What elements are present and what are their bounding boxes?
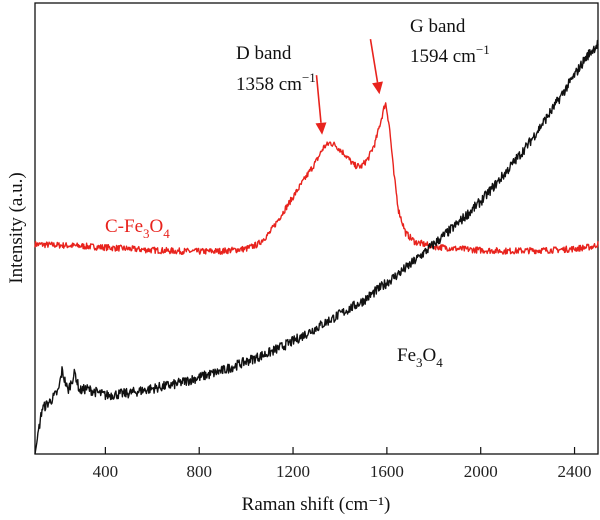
series-label-fe3o4: Fe3O4	[397, 345, 443, 370]
annotation-arrow-shaft	[315, 75, 322, 123]
plot-frame	[34, 2, 599, 455]
y-axis-title: Intensity (a.u.)	[6, 172, 27, 283]
d-band-value: 1358 cm−1	[236, 70, 316, 95]
x-tick-label: 2400	[558, 462, 592, 481]
x-tick-label: 400	[93, 462, 119, 481]
x-tick-label: 800	[186, 462, 212, 481]
annotation-layer	[315, 38, 383, 135]
x-tick-label: 2000	[464, 462, 498, 481]
g-band-value: 1594 cm−1	[410, 42, 490, 67]
d-band-label: D band	[236, 43, 292, 64]
x-axis-title: Raman shift (cm⁻¹)	[242, 494, 391, 515]
annotation-arrow-head	[315, 122, 327, 135]
series-line-c-fe3o4	[34, 102, 599, 255]
series-label-c-fe3o4: C-Fe3O4	[105, 216, 170, 241]
annotation-arrow-shaft	[369, 38, 379, 83]
series-line-fe3o4	[34, 39, 599, 455]
annotation-arrow-head	[372, 81, 383, 95]
g-band-label: G band	[410, 16, 466, 37]
x-axis-ticks: 400 800 1200 1600 2000 2400	[93, 447, 592, 481]
x-tick-label: 1600	[370, 462, 404, 481]
series-layer	[34, 39, 599, 455]
x-tick-label: 1200	[276, 462, 310, 481]
